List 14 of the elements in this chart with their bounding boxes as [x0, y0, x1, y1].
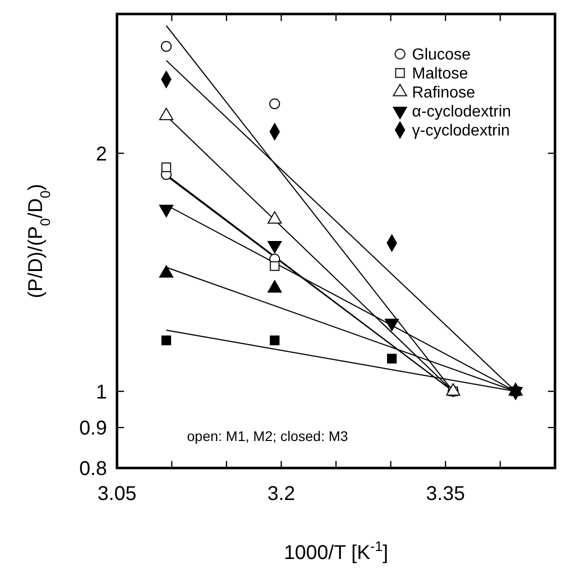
annotation: open: M1, M2; closed: M3	[187, 428, 348, 444]
legend-label: Rafinose	[412, 84, 476, 102]
y-tick-label: 1	[96, 381, 107, 404]
y-tick-label: 0.8	[79, 458, 107, 480]
legend-label: α-cyclodextrin	[412, 104, 512, 121]
x-tick-label: 3.2	[267, 483, 296, 505]
legend-label: γ-cyclodextrin	[412, 122, 510, 140]
legend-label: Maltose	[412, 66, 468, 83]
x-tick-label: 3.35	[426, 483, 465, 505]
x-axis-title: 1000/T [K$^{-1}$]	[284, 538, 388, 564]
legend-label: Glucose	[412, 46, 471, 64]
y-tick-label: 0.9	[79, 418, 107, 440]
x-tick-label: 3.05	[98, 483, 136, 505]
y-tick-label: 2	[96, 143, 107, 166]
